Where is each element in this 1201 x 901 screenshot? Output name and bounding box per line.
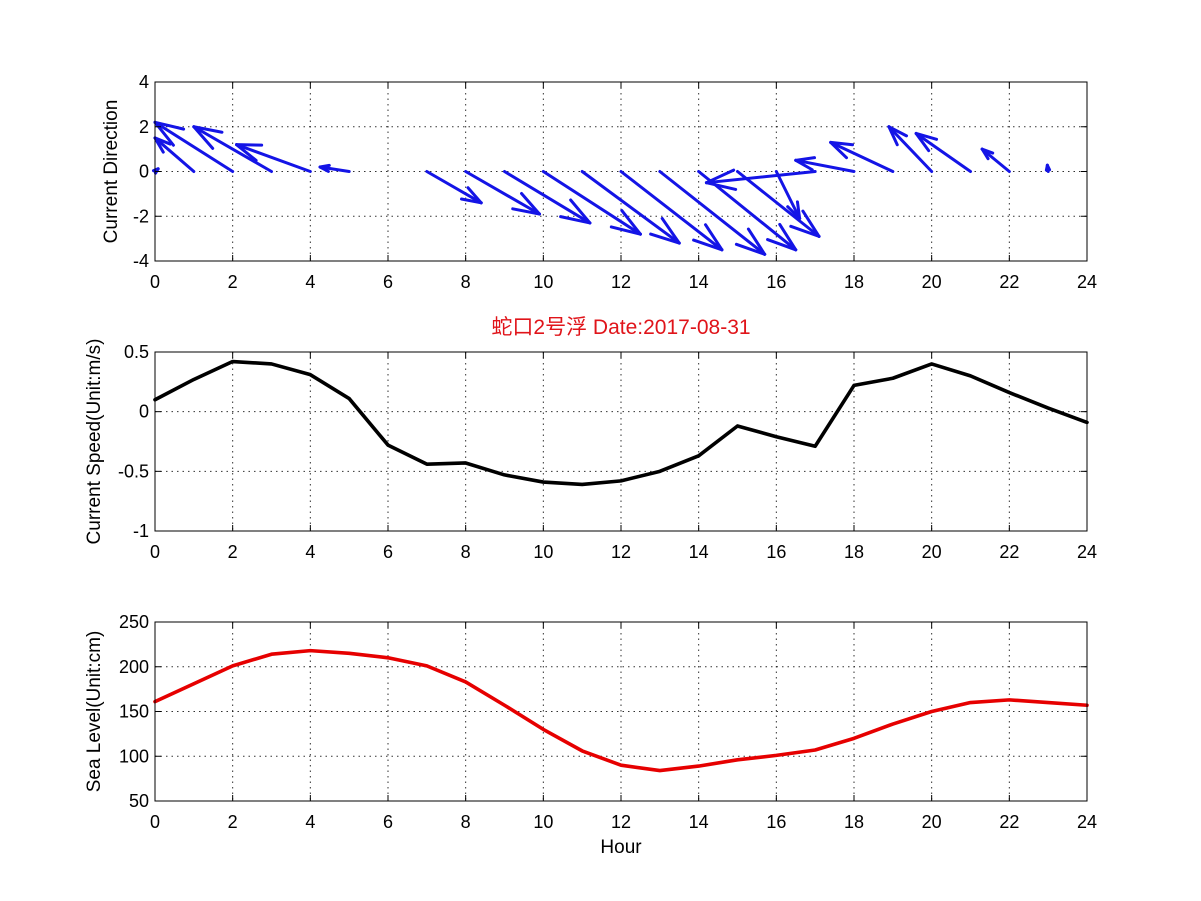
speed-ticks: 0 2 4 6 8 10 12 14 16 18 20 22 24-1-0.500.5 [118, 342, 1097, 562]
speed-panel: 蛇口2号浮 Date:2017-08-31 0 2 4 6 8 10 12 14 16 18 20 2… [84, 316, 1097, 562]
speed-x-tick-label: 16 [766, 542, 786, 562]
direction-x-tick-label: 2 [228, 272, 238, 292]
direction-vector [1044, 163, 1052, 173]
speed-x-tick-label: 18 [844, 542, 864, 562]
sea-level-x-tick-label: 20 [922, 812, 942, 832]
direction-x-tick-label: 24 [1077, 272, 1097, 292]
direction-x-tick-label: 20 [922, 272, 942, 292]
sea-level-series [153, 648, 1089, 773]
speed-x-tick-label: 10 [533, 542, 553, 562]
direction-vector [774, 170, 802, 220]
direction-vector [541, 170, 642, 236]
speed-y-axis-label: Current Speed(Unit:m/s) [84, 339, 105, 545]
sea-level-x-tick-label: 4 [305, 812, 315, 832]
speed-x-tick-label: 20 [922, 542, 942, 562]
direction-x-tick-label: 14 [689, 272, 709, 292]
direction-vector [794, 156, 856, 173]
sea-level-x-tick-label: 10 [533, 812, 553, 832]
sea-level-x-tick-label: 24 [1077, 812, 1097, 832]
sea-level-x-tick-label: 0 [150, 812, 160, 832]
direction-vector [503, 170, 592, 225]
sea-level-x-tick-label: 2 [228, 812, 238, 832]
speed-y-tick-label: -1 [133, 521, 149, 541]
direction-x-tick-label: 18 [844, 272, 864, 292]
direction-vector [914, 131, 972, 173]
direction-y-tick-label: 2 [139, 117, 149, 137]
sea-level-x-tick-label: 16 [766, 812, 786, 832]
direction-vector [580, 170, 681, 245]
sea-level-x-tick-label: 12 [611, 812, 631, 832]
direction-x-tick-label: 4 [305, 272, 315, 292]
speed-x-tick-label: 22 [999, 542, 1019, 562]
sea-level-x-tick-label: 18 [844, 812, 864, 832]
chart-title: 蛇口2号浮 Date:2017-08-31 [491, 316, 750, 339]
speed-x-tick-label: 12 [611, 542, 631, 562]
direction-x-tick-label: 10 [533, 272, 553, 292]
speed-y-tick-label: 0.5 [124, 342, 149, 362]
direction-y-tick-label: 4 [139, 72, 149, 92]
direction-vector [464, 170, 541, 216]
sea-level-y-axis-label: Sea Level(Unit:cm) [84, 631, 105, 793]
direction-vector [425, 170, 483, 205]
speed-x-tick-label: 0 [150, 542, 160, 562]
direction-vector [980, 147, 1011, 173]
direction-vector [619, 170, 724, 252]
sea-level-y-tick-label: 200 [119, 657, 149, 677]
direction-vector [235, 143, 312, 173]
direction-x-tick-label: 6 [383, 272, 393, 292]
direction-vector [151, 167, 160, 175]
direction-x-tick-label: 12 [611, 272, 631, 292]
sea-level-x-axis-label: Hour [600, 837, 642, 858]
speed-series [153, 359, 1089, 487]
speed-x-tick-label: 24 [1077, 542, 1097, 562]
speed-x-tick-label: 14 [689, 542, 709, 562]
speed-y-tick-label: 0 [139, 402, 149, 422]
direction-vector [318, 163, 351, 173]
sea-level-x-tick-label: 8 [461, 812, 471, 832]
speed-y-tick-label: -0.5 [118, 461, 149, 481]
direction-y-axis-label: Current Direction [101, 100, 122, 244]
sea-level-y-tick-label: 250 [119, 612, 149, 632]
direction-y-tick-label: 0 [139, 162, 149, 182]
direction-y-tick-label: -2 [133, 206, 149, 226]
sea-level-y-tick-label: 50 [129, 791, 149, 811]
direction-vector [153, 136, 196, 173]
sea-level-y-tick-label: 100 [119, 746, 149, 766]
direction-vector [829, 140, 895, 173]
speed-line [153, 359, 1089, 487]
direction-vector [704, 168, 817, 191]
direction-vector [736, 170, 821, 238]
direction-vector [192, 125, 273, 173]
direction-vector [153, 120, 235, 173]
direction-y-tick-label: -4 [133, 251, 149, 271]
sea-level-x-tick-label: 14 [689, 812, 709, 832]
speed-x-tick-label: 8 [461, 542, 471, 562]
sea-level-line [153, 648, 1089, 773]
speed-x-tick-label: 6 [383, 542, 393, 562]
direction-x-tick-label: 16 [766, 272, 786, 292]
direction-x-tick-label: 8 [461, 272, 471, 292]
sea-level-y-tick-label: 150 [119, 702, 149, 722]
sea-level-x-tick-label: 6 [383, 812, 393, 832]
speed-x-tick-label: 2 [228, 542, 238, 562]
direction-vector [658, 170, 767, 256]
direction-x-tick-label: 0 [150, 272, 160, 292]
speed-x-tick-label: 4 [305, 542, 315, 562]
direction-vectors [151, 120, 1052, 256]
sea-level-x-tick-label: 22 [999, 812, 1019, 832]
direction-x-tick-label: 22 [999, 272, 1019, 292]
direction-vector [887, 125, 934, 173]
speed-grid [155, 352, 1087, 531]
